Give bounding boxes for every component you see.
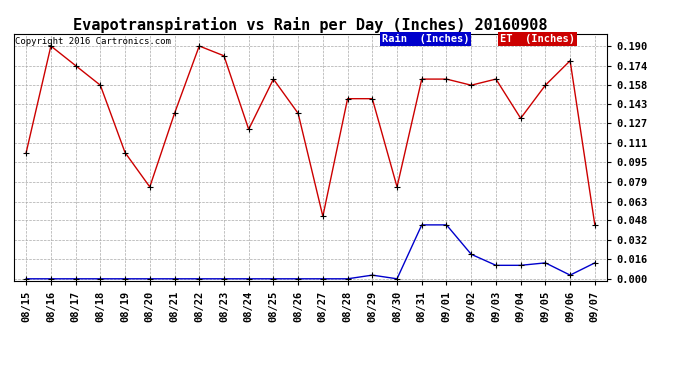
Text: Copyright 2016 Cartronics.com: Copyright 2016 Cartronics.com (15, 38, 171, 46)
Text: Rain  (Inches): Rain (Inches) (382, 34, 469, 44)
Title: Evapotranspiration vs Rain per Day (Inches) 20160908: Evapotranspiration vs Rain per Day (Inch… (73, 16, 548, 33)
Text: ET  (Inches): ET (Inches) (500, 34, 575, 44)
